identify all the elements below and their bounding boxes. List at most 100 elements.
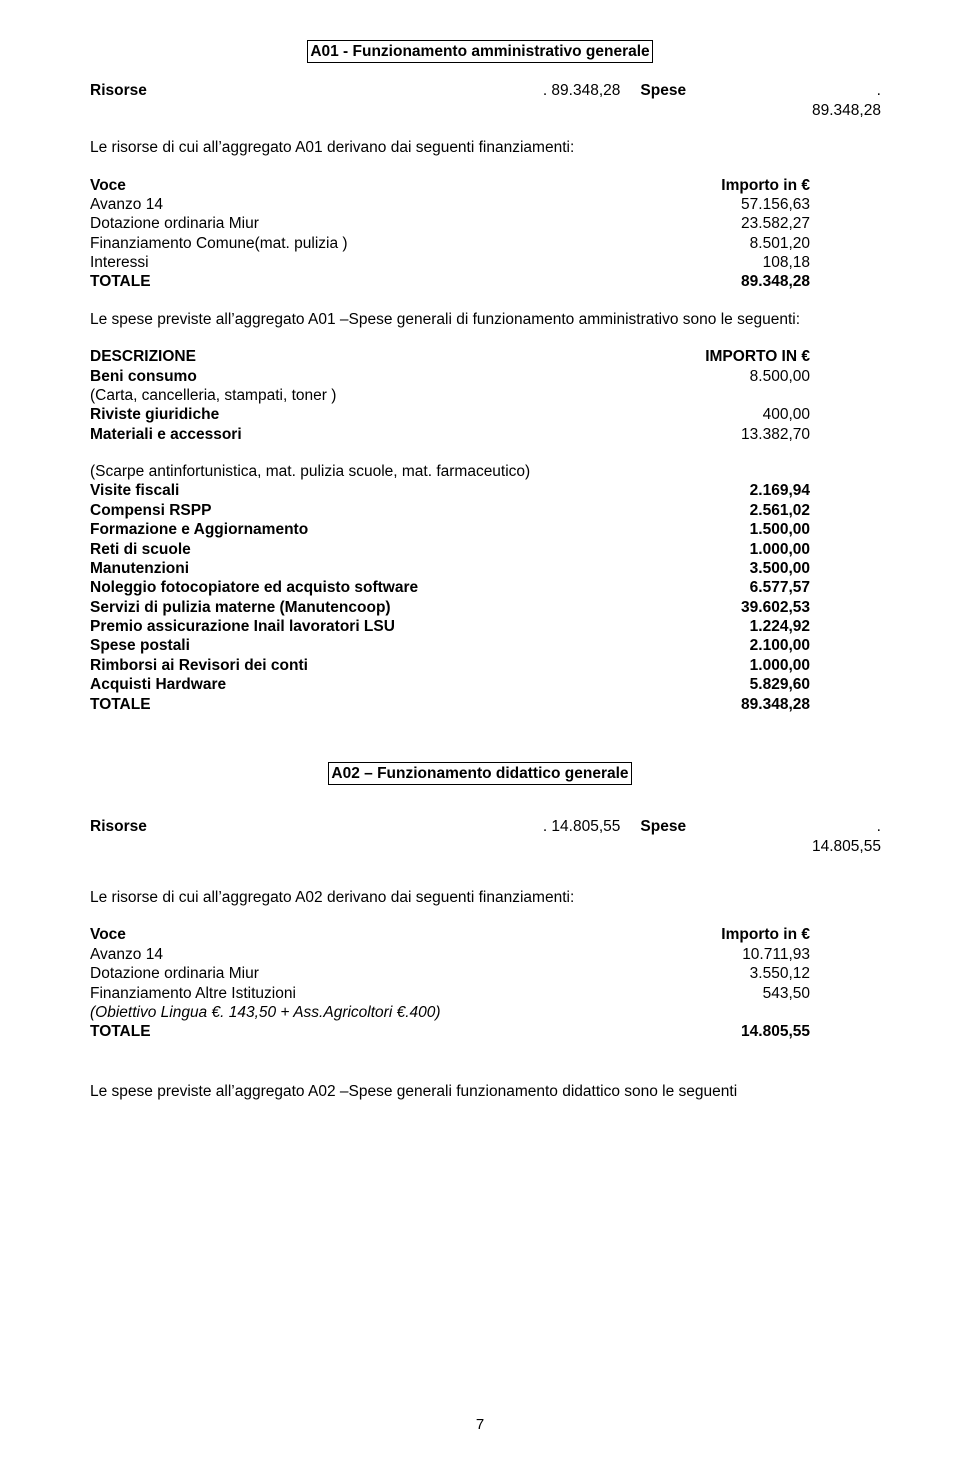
table-row: Servizi di pulizia materne (Manutencoop)… — [90, 598, 870, 617]
row-label: Manutenzioni — [90, 559, 189, 578]
row-label: Interessi — [90, 253, 149, 272]
a02-finanz-rows: Avanzo 14 10.711,93Dotazione ordinaria Mi… — [90, 945, 870, 1003]
a02-finanz-head: Voce Importo in € — [90, 925, 870, 944]
row-value: 1.224,92 — [720, 617, 810, 636]
page-number: 7 — [0, 1416, 960, 1435]
table-row: Avanzo 14 10.711,93 — [90, 945, 870, 964]
table-row: Finanziamento Altre Istituzioni543,50 — [90, 984, 870, 1003]
row-label: Avanzo 14 — [90, 945, 163, 964]
a01-spese-intro: Le spese previste all’aggregato A01 –Spe… — [90, 310, 870, 329]
table-row: Acquisti Hardware 5.829,60 — [90, 675, 870, 694]
table-row: Rimborsi ai Revisori dei conti 1.000,00 — [90, 656, 870, 675]
table-row: Beni consumo8.500,00 — [90, 367, 870, 386]
table-row: Dotazione ordinaria Miur 23.582,27 — [90, 214, 870, 233]
a01-spese-head: DESCRIZIONE IMPORTO IN € — [90, 347, 870, 366]
row-value: 2.100,00 — [720, 636, 810, 655]
a02-finanz-total-l: TOTALE — [90, 1022, 151, 1041]
row-value: 2.169,94 — [720, 481, 810, 500]
table-row: Reti di scuole 1.000,00 — [90, 540, 870, 559]
row-label: (Carta, cancelleria, stampati, toner ) — [90, 386, 336, 405]
a01-spese-label: Spese — [640, 81, 812, 120]
table-row: Noleggio fotocopiatore ed acquisto softw… — [90, 578, 870, 597]
row-value: 3.500,00 — [720, 559, 810, 578]
a01-title: A01 - Funzionamento amministrativo gener… — [307, 40, 652, 63]
row-value: 6.577,57 — [720, 578, 810, 597]
a01-spese-note: (Scarpe antinfortunistica, mat. pulizia … — [90, 462, 870, 481]
row-label: Premio assicurazione Inail lavoratori LS… — [90, 617, 395, 636]
row-value: 89.348,28 — [720, 695, 810, 714]
table-row: Avanzo 14 57.156,63 — [90, 195, 870, 214]
document-page: A01 - Funzionamento amministrativo gener… — [0, 0, 960, 1465]
row-value: 3.550,12 — [720, 964, 810, 983]
a01-spese-group2: Visite fiscali 2.169,94Compensi RSPP2.561… — [90, 481, 870, 714]
row-value: 108,18 — [720, 253, 810, 272]
table-row: Spese postali 2.100,00 — [90, 636, 870, 655]
a01-title-wrap: A01 - Funzionamento amministrativo gener… — [90, 40, 870, 63]
row-label: Formazione e Aggiornamento — [90, 520, 308, 539]
table-row: Finanziamento Comune(mat. pulizia )8.501… — [90, 234, 870, 253]
row-label: Compensi RSPP — [90, 501, 211, 520]
row-label: Riviste giuridiche — [90, 405, 219, 424]
a01-risorse-val: . 89.348,28 — [386, 81, 640, 120]
a01-spese-group1: Beni consumo8.500,00(Carta, cancelleria,… — [90, 367, 870, 445]
a02-intro: Le risorse di cui all’aggregato A02 deri… — [90, 888, 870, 907]
table-row: Dotazione ordinaria Miur3.550,12 — [90, 964, 870, 983]
a02-closing: Le spese previste all’aggregato A02 –Spe… — [90, 1082, 870, 1101]
a02-spese-label: Spese — [640, 817, 812, 856]
a01-finanz-rows: Avanzo 1457.156,63Dotazione ordinaria Mi… — [90, 195, 870, 273]
table-row: TOTALE 89.348,28 — [90, 695, 870, 714]
a01-finanz-total-r: 89.348,28 — [720, 272, 810, 291]
a01-spese-head-r: IMPORTO IN € — [705, 347, 810, 366]
a01-risorse-label: Risorse — [90, 81, 386, 120]
row-value: 8.501,20 — [720, 234, 810, 253]
row-value: 1.500,00 — [720, 520, 810, 539]
table-row: Riviste giuridiche400,00 — [90, 405, 870, 424]
a02-finanz-head-l: Voce — [90, 925, 126, 944]
row-label: Rimborsi ai Revisori dei conti — [90, 656, 308, 675]
a01-finanz-head: Voce Importo in € — [90, 176, 870, 195]
table-row: Compensi RSPP2.561,02 — [90, 501, 870, 520]
row-label: Avanzo 14 — [90, 195, 163, 214]
table-row: Visite fiscali 2.169,94 — [90, 481, 870, 500]
row-value: 13.382,70 — [720, 425, 810, 444]
a01-finanz-head-l: Voce — [90, 176, 126, 195]
row-label: Reti di scuole — [90, 540, 191, 559]
a02-title: A02 – Funzionamento didattico generale — [328, 762, 631, 785]
table-row: Premio assicurazione Inail lavoratori LS… — [90, 617, 870, 636]
row-value — [720, 386, 810, 405]
a02-spese-val: . 14.805,55 — [812, 817, 881, 856]
row-label: Servizi di pulizia materne (Manutencoop) — [90, 598, 391, 617]
a02-finanz-note: (Obiettivo Lingua €. 143,50 + Ass.Agrico… — [90, 1003, 870, 1022]
table-row: Manutenzioni 3.500,00 — [90, 559, 870, 578]
a01-intro: Le risorse di cui all’aggregato A01 deri… — [90, 138, 870, 157]
row-label: Materiali e accessori — [90, 425, 242, 444]
row-label: Visite fiscali — [90, 481, 179, 500]
row-value: 1.000,00 — [720, 656, 810, 675]
row-value: 39.602,53 — [720, 598, 810, 617]
row-value: 5.829,60 — [720, 675, 810, 694]
table-row: Interessi 108,18 — [90, 253, 870, 272]
row-label: Dotazione ordinaria Miur — [90, 214, 259, 233]
row-value: 57.156,63 — [720, 195, 810, 214]
a02-title-wrap: A02 – Funzionamento didattico generale — [90, 762, 870, 785]
a02-finanz-total: TOTALE 14.805,55 — [90, 1022, 870, 1041]
row-label: Acquisti Hardware — [90, 675, 226, 694]
table-row: Formazione e Aggiornamento 1.500,00 — [90, 520, 870, 539]
a02-finanz-head-r: Importo in € — [720, 925, 810, 944]
row-value: 8.500,00 — [720, 367, 810, 386]
table-row: (Carta, cancelleria, stampati, toner ) — [90, 386, 870, 405]
a02-summary-row: Risorse . 14.805,55 Spese . 14.805,55 — [90, 817, 870, 856]
a02-finanz-total-r: 14.805,55 — [720, 1022, 810, 1041]
row-label: TOTALE — [90, 695, 151, 714]
table-row: Materiali e accessori 13.382,70 — [90, 425, 870, 444]
a01-summary-row: Risorse . 89.348,28 Spese . 89.348,28 — [90, 81, 870, 120]
row-value: 1.000,00 — [720, 540, 810, 559]
row-label: Noleggio fotocopiatore ed acquisto softw… — [90, 578, 418, 597]
row-label: Spese postali — [90, 636, 190, 655]
row-value: 23.582,27 — [720, 214, 810, 233]
row-value: 543,50 — [720, 984, 810, 1003]
a02-risorse-val: . 14.805,55 — [386, 817, 640, 856]
a01-finanz-total-l: TOTALE — [90, 272, 151, 291]
row-value: 10.711,93 — [720, 945, 810, 964]
a01-finanz-total: TOTALE 89.348,28 — [90, 272, 870, 291]
